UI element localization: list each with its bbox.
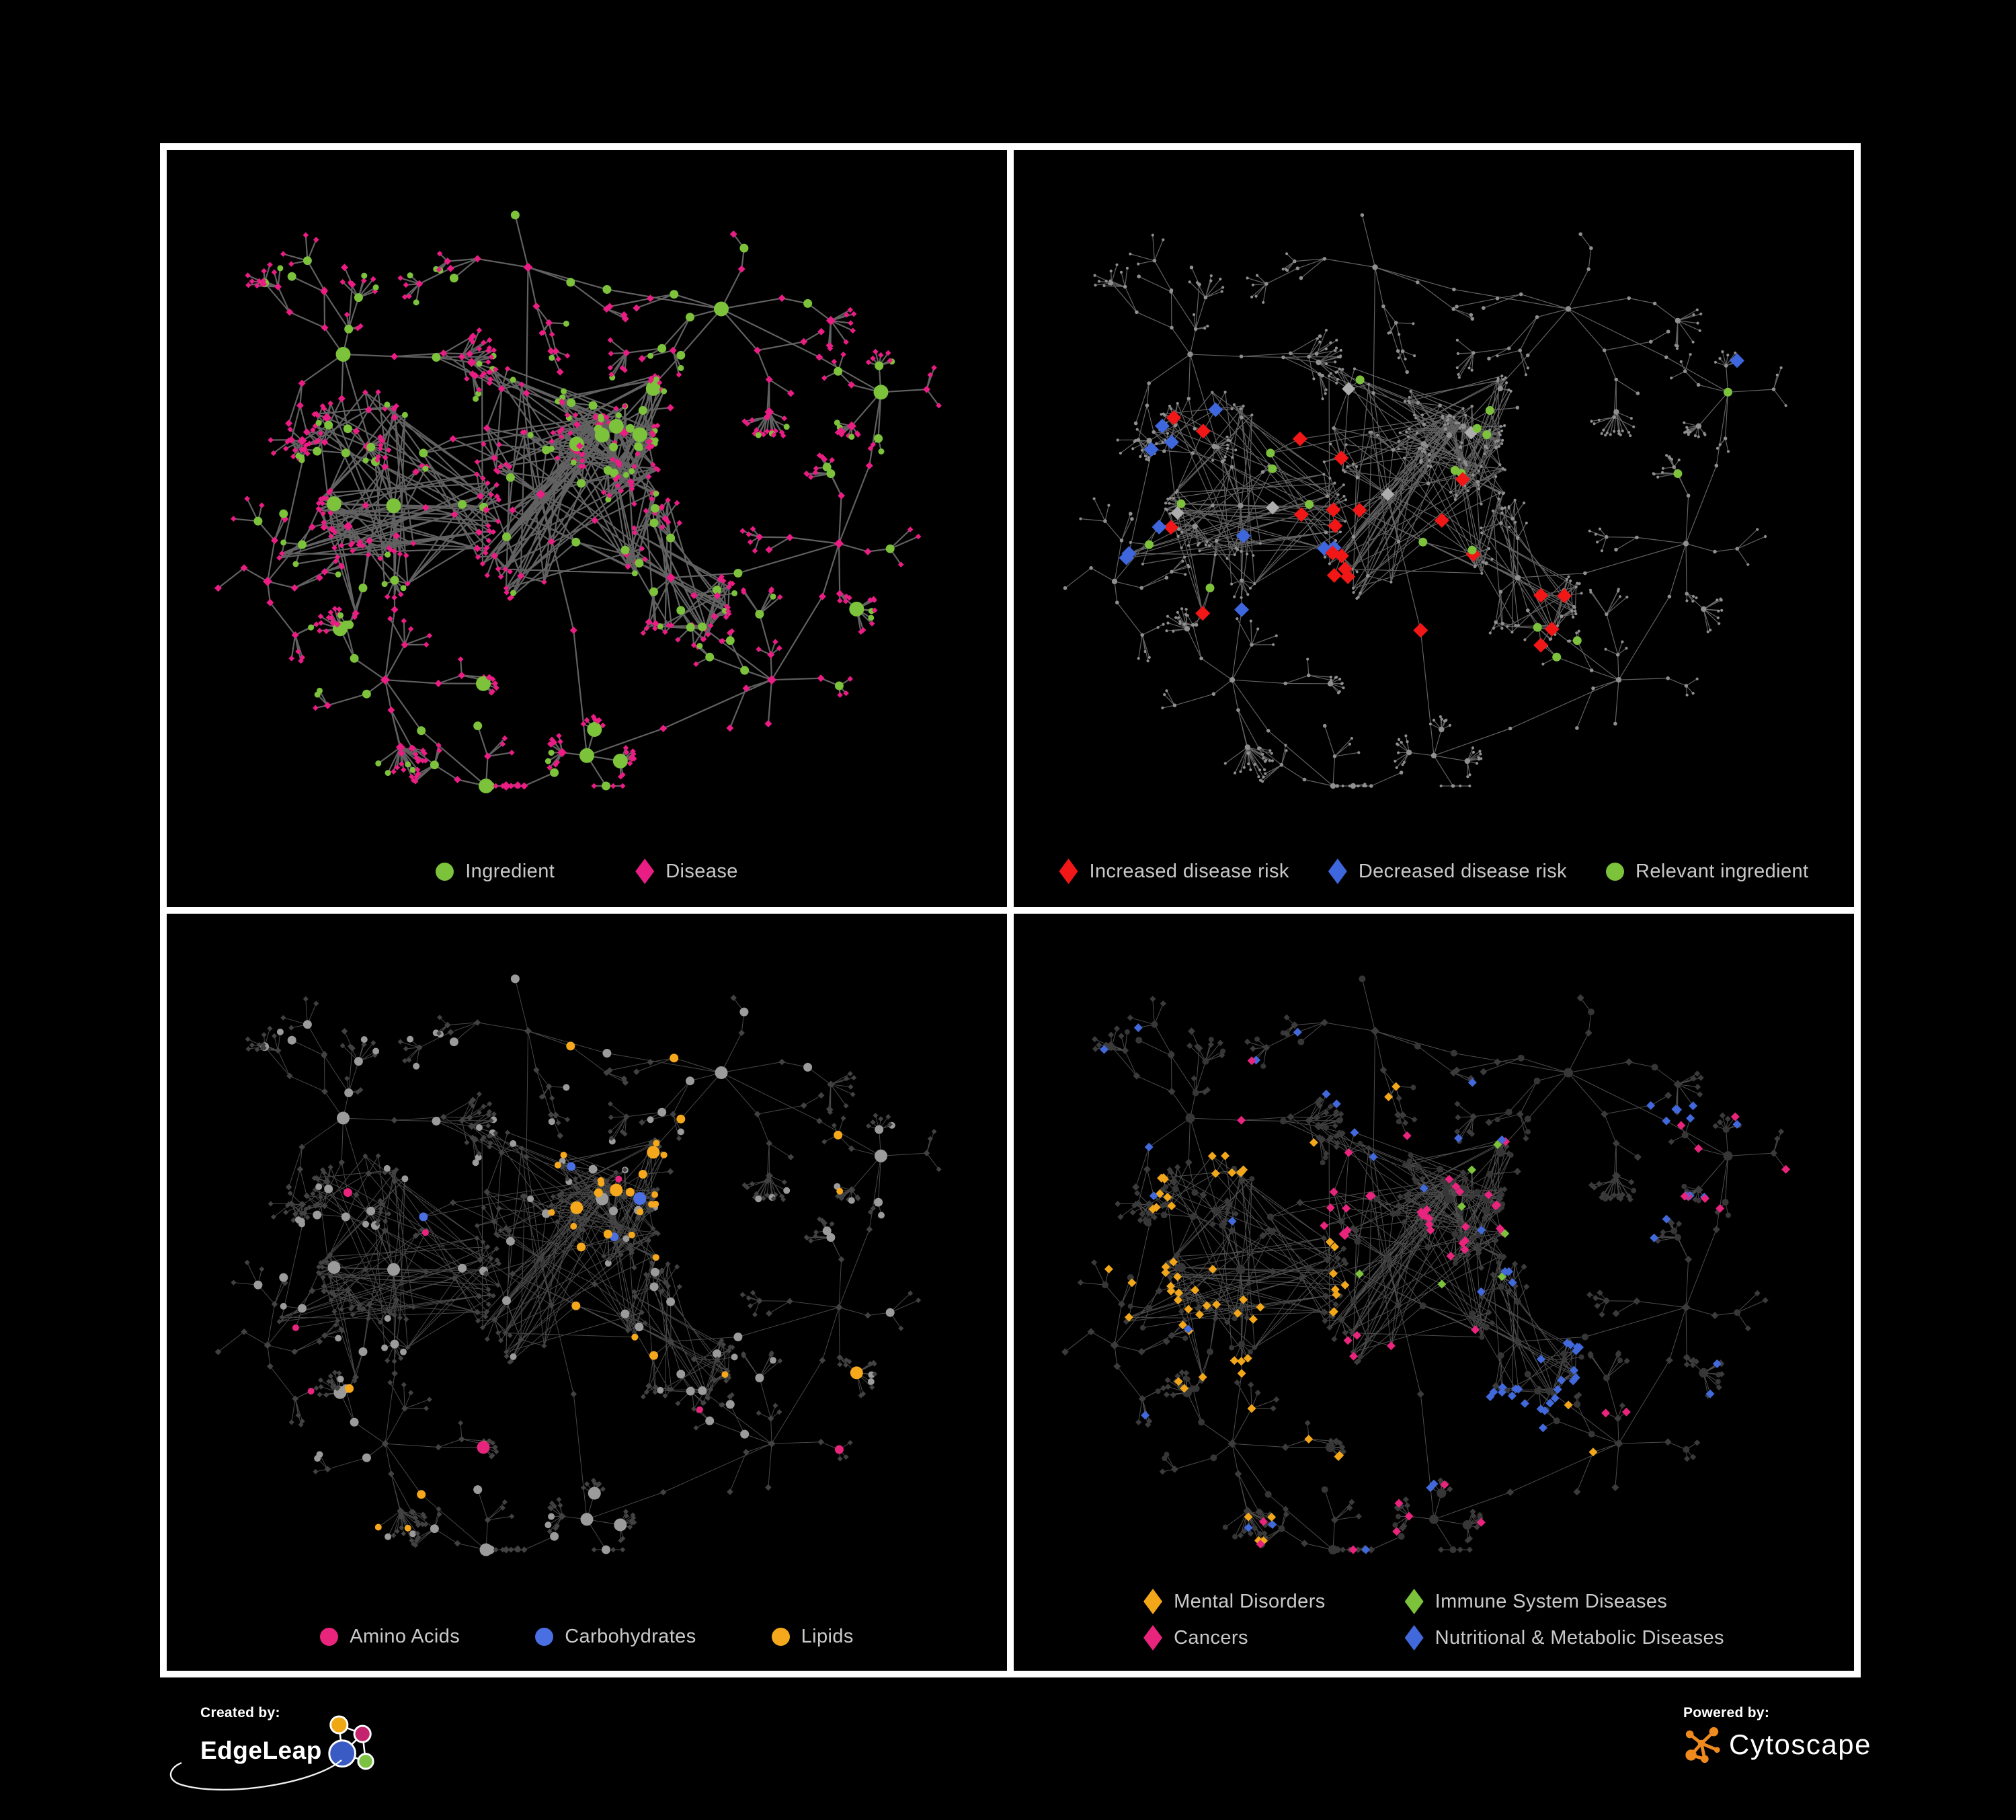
disease-swatch-icon [635, 859, 655, 884]
cytoscape-wordmark: Cytoscape [1729, 1729, 1871, 1760]
increased-risk-swatch-icon [1059, 859, 1078, 884]
legend-label: Disease [666, 860, 738, 882]
legend-disease-classes: Mental Disorders Immune System Diseases … [1014, 1589, 1854, 1651]
edgeleap-logo-icon [328, 1715, 374, 1770]
network-graph-ingredient-disease [214, 210, 942, 793]
lipids-swatch-icon [771, 1628, 790, 1646]
legend-ingredient-disease: Ingredient Disease [167, 859, 1007, 884]
panel-compound-classes: Amino Acids Carbohydrates Lipids [167, 914, 1007, 1671]
legend-item-carbohydrates: Carbohydrates [535, 1626, 696, 1648]
legend-label: Lipids [801, 1626, 854, 1647]
cytoscape-logo-icon [1685, 1727, 1720, 1764]
legend-item-immune-system-diseases: Immune System Diseases [1404, 1589, 1668, 1614]
legend-label: Amino Acids [350, 1626, 460, 1647]
panel-disease-classes: Mental Disorders Immune System Diseases … [1014, 914, 1854, 1671]
legend-compound-classes: Amino Acids Carbohydrates Lipids [167, 1626, 1007, 1648]
edgeleap-wordmark: EdgeLeap [200, 1736, 322, 1764]
legend-label: Cancers [1174, 1626, 1248, 1649]
legend-disease-risk: Increased disease risk Decreased disease… [1014, 859, 1854, 884]
legend-label: Ingredient [465, 860, 555, 882]
cytoscape-credit: Powered by: Cytoscape [1683, 1705, 1871, 1764]
legend-item-nutritional-metabolic: Nutritional & Metabolic Diseases [1404, 1625, 1724, 1651]
panel-grid: Ingredient Disease Increased disease ris… [160, 143, 1861, 1677]
legend-label: Carbohydrates [565, 1626, 696, 1647]
legend-item-relevant-ingredient: Relevant ingredient [1606, 861, 1808, 883]
legend-item-cancers: Cancers [1143, 1625, 1248, 1651]
legend-item-ingredient: Ingredient [436, 861, 555, 883]
legend-item-decreased-risk: Decreased disease risk [1328, 859, 1567, 884]
created-by-label: Created by: [200, 1705, 280, 1720]
network-graph-compound-classes [214, 974, 942, 1556]
legend-label: Mental Disorders [1174, 1590, 1326, 1612]
relevant-ingredient-swatch-icon [1606, 862, 1625, 881]
legend-label: Decreased disease risk [1358, 860, 1568, 882]
immune-system-swatch-icon [1404, 1589, 1424, 1614]
powered-by-label: Powered by: [1683, 1705, 1770, 1720]
amino-acids-swatch-icon [320, 1628, 339, 1646]
legend-label: Relevant ingredient [1636, 860, 1809, 882]
panel-ingredient-disease: Ingredient Disease [167, 150, 1007, 907]
carbohydrates-swatch-icon [535, 1628, 554, 1646]
decreased-risk-swatch-icon [1328, 859, 1347, 884]
legend-label: Increased disease risk [1089, 860, 1289, 882]
edgeleap-credit: Created by: EdgeLeap [169, 1705, 387, 1791]
legend-label: Immune System Diseases [1435, 1590, 1668, 1612]
legend-item-mental-disorders: Mental Disorders [1143, 1589, 1326, 1614]
legend-item-lipids: Lipids [771, 1626, 854, 1648]
network-graph-disease-risk [1063, 213, 1787, 789]
legend-item-increased-risk: Increased disease risk [1059, 859, 1289, 884]
legend-item-disease: Disease [635, 859, 738, 884]
legend-item-amino-acids: Amino Acids [320, 1626, 460, 1648]
panel-disease-risk: Increased disease risk Decreased disease… [1014, 150, 1854, 907]
network-graph-disease-classes [1061, 975, 1791, 1554]
ingredient-swatch-icon [436, 862, 454, 881]
legend-label: Nutritional & Metabolic Diseases [1435, 1626, 1724, 1649]
cancers-swatch-icon [1143, 1625, 1163, 1651]
mental-disorders-swatch-icon [1143, 1589, 1163, 1614]
nutritional-metabolic-swatch-icon [1404, 1625, 1424, 1651]
